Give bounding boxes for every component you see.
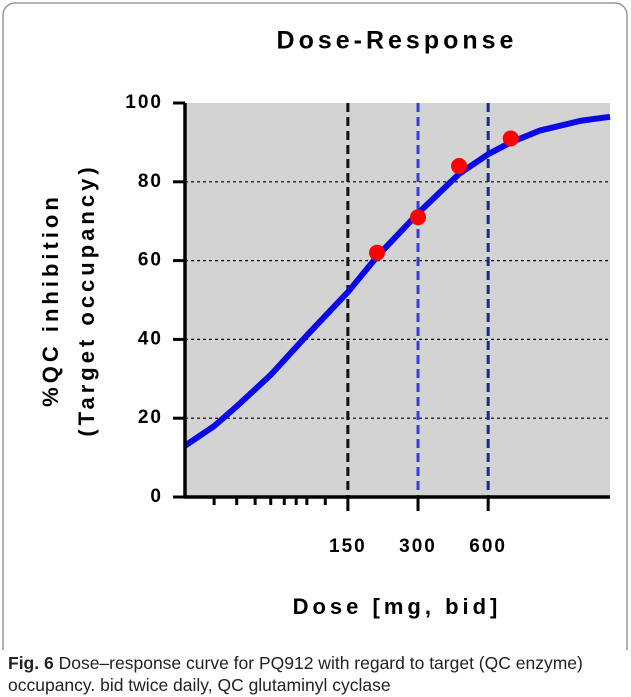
- axes: [183, 103, 610, 499]
- y-tick-label: 60: [138, 250, 163, 271]
- chart: Dose-Response Dose [mg, bid] %QC inhibit…: [2, 2, 628, 650]
- y-axis-label: %QC inhibition: [38, 193, 63, 407]
- y-tick-label: 0: [150, 486, 163, 507]
- chart-title: Dose-Response: [277, 27, 518, 55]
- y-axis-label: (Target occupancy): [74, 163, 99, 436]
- x-tick-label: 150: [329, 536, 367, 557]
- curve: [183, 113, 611, 449]
- y-tick-label: 80: [138, 171, 163, 192]
- data-point: [451, 158, 468, 175]
- y-tick-label: 100: [125, 92, 163, 113]
- y-tick-label: 40: [138, 328, 163, 349]
- caption-label: Fig. 6: [8, 653, 54, 673]
- data-point: [502, 130, 519, 147]
- y-tick-label: 20: [138, 407, 163, 428]
- x-tick-label: 600: [469, 536, 507, 557]
- x-tick-label: 300: [399, 536, 437, 557]
- x-axis-label: Dose [mg, bid]: [293, 594, 502, 619]
- frame: [2, 2, 628, 650]
- data-point: [368, 244, 385, 261]
- caption-text: Dose–response curve for PQ912 with regar…: [8, 653, 583, 695]
- caption: Fig. 6 Dose–response curve for PQ912 wit…: [8, 652, 624, 696]
- data-point: [410, 209, 427, 226]
- plot-area: [185, 103, 610, 497]
